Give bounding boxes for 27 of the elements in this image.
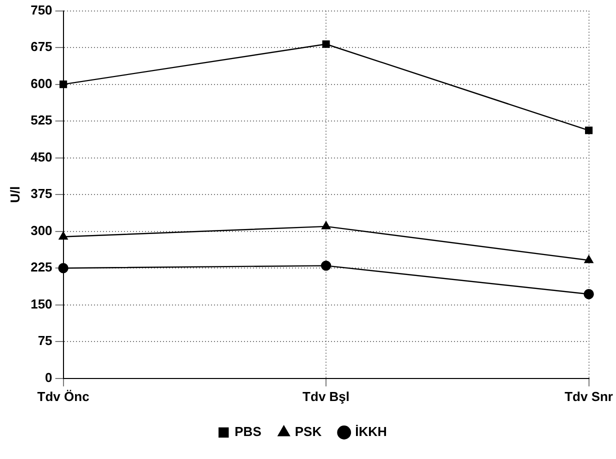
x-tick-label: Tdv Bşl: [302, 388, 350, 404]
point: [322, 40, 330, 48]
point: [584, 288, 594, 300]
y-tick-label: 450: [30, 149, 52, 164]
legend-label: İKKH: [355, 424, 387, 440]
y-tick-label: 225: [30, 260, 52, 275]
y-tick-label: 525: [30, 112, 52, 128]
point: [60, 80, 68, 88]
y-tick-label: 375: [30, 186, 52, 202]
x-tick-label: Tdv Snr: [564, 388, 614, 404]
legend-label: PBS: [234, 424, 262, 440]
y-tick-label: 600: [30, 76, 52, 91]
point: [58, 232, 68, 240]
point: [584, 255, 594, 264]
y-tick-label: 750: [30, 2, 52, 18]
point: [58, 263, 68, 274]
point: [320, 260, 332, 271]
y-tick-label: 300: [30, 222, 52, 238]
y-tick-label: 675: [30, 39, 52, 54]
point: [322, 221, 331, 230]
legend-label: PSK: [294, 424, 322, 440]
y-tick-label: 0: [45, 370, 52, 385]
y-tick-label: 150: [30, 296, 52, 312]
x-tick-label: Tdv Önc: [37, 388, 90, 404]
y-tick-label: 75: [38, 333, 52, 348]
y-axis-title: U/l: [7, 186, 22, 203]
point: [585, 126, 593, 134]
